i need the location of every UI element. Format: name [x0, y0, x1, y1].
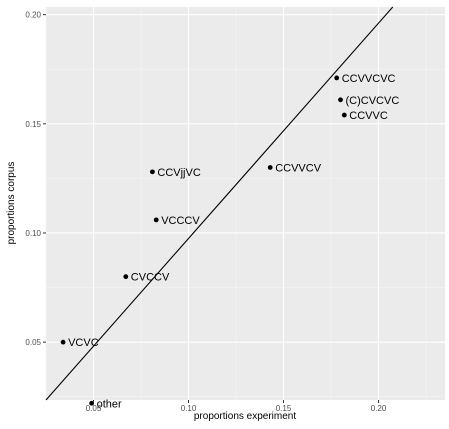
x-tick-label: 0.10 [181, 404, 197, 413]
point-label: CCVVCV [275, 162, 322, 174]
major-gridlines [46, 7, 445, 400]
data-point [153, 217, 159, 223]
data-point [334, 75, 340, 81]
x-tick-label: 0.20 [371, 404, 387, 413]
minor-gridlines [45, 7, 445, 400]
x-axis-title: proportions experiment [194, 411, 296, 422]
point-label: VCCCV [161, 215, 200, 227]
point-label: other [97, 398, 122, 410]
fit-line [45, 6, 394, 401]
data-point [150, 169, 155, 175]
data-point [123, 274, 129, 280]
data-points: CCVVCVC (C)CVCVC CCVVC CCVVCV CCVjjVC VCCCV CV… [60, 73, 400, 410]
data-point [267, 165, 273, 170]
data-point [341, 112, 347, 118]
data-point [60, 339, 66, 345]
point-label: CCVVC [349, 110, 388, 122]
y-tick-label: 0.05 [25, 338, 41, 347]
x-tick-label: 0.05 [86, 404, 102, 413]
y-tick-label: 0.10 [25, 229, 41, 238]
x-axis-ticks: 0.05 0.10 0.15 0.20 [86, 400, 387, 413]
point-label: CVCCV [131, 272, 170, 284]
point-label: (C)CVCVC [346, 95, 400, 107]
y-axis-title: proportions corpus [6, 162, 17, 245]
x-tick-label: 0.15 [276, 404, 292, 413]
point-label: CCVjjVC [157, 167, 200, 179]
y-tick-label: 0.15 [25, 120, 41, 129]
point-label: VCVC [68, 337, 99, 349]
data-point [89, 400, 94, 406]
y-tick-label: 0.20 [25, 11, 41, 20]
y-axis-ticks: 0.05 0.10 0.15 0.20 [25, 11, 46, 347]
plot-panel [46, 7, 445, 400]
point-label: CCVVCVC [342, 73, 396, 85]
data-point [338, 97, 343, 103]
fit-line-group [45, 6, 394, 401]
